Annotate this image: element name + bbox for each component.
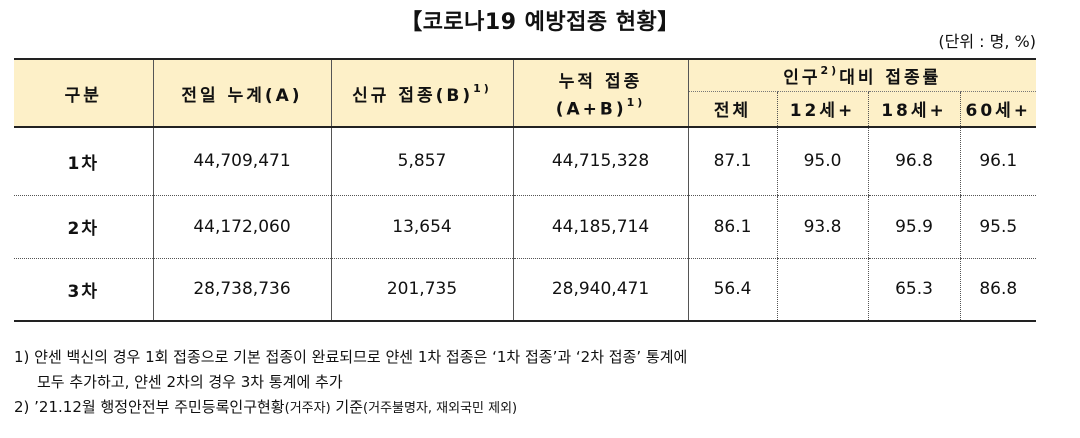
cell-new: 13,654 — [330, 195, 513, 259]
header-rate-18: 18세+ — [867, 90, 960, 128]
table-row: 1차 44,709,471 5,857 44,715,328 87.1 95.0… — [14, 127, 1037, 196]
cell-new: 201,735 — [330, 258, 513, 321]
header-rate-all: 전체 — [687, 90, 777, 128]
cell-rate-60: 96.1 — [959, 127, 1037, 196]
cell-prev: 44,709,471 — [152, 127, 331, 196]
cell-rate-12 — [776, 258, 868, 321]
table-row: 3차 28,738,736 201,735 28,940,471 56.4 65… — [14, 258, 1037, 321]
cell-prev: 28,738,736 — [152, 258, 331, 321]
footnote-1-line2: 모두 추가하고, 얀센 2차의 경우 3차 통계에 추가 — [37, 373, 343, 391]
header-new: 신규 접종(B)1) — [330, 58, 513, 128]
cell-prev: 44,172,060 — [152, 195, 331, 259]
cell-rate-all: 87.1 — [687, 127, 777, 196]
row-label: 1차 — [14, 127, 153, 196]
cell-rate-all: 86.1 — [687, 195, 777, 259]
header-rate-12: 12세+ — [776, 90, 868, 128]
header-rate-60: 60세+ — [959, 90, 1037, 128]
header-cumulative-footnote: 1) — [626, 95, 646, 109]
footnote-1-line1: 1) 얀센 백신의 경우 1회 접종으로 기본 접종이 완료되므로 얀센 1차 … — [14, 348, 688, 366]
header-rate-pre: 인구 — [783, 67, 821, 88]
footnotes: 1) 얀센 백신의 경우 1회 접종으로 기본 접종이 완료되므로 얀센 1차 … — [14, 345, 687, 421]
header-cumulative: 누적 접종 (A+B)1) — [512, 58, 688, 128]
unit-label: (단위 : 명, %) — [938, 32, 1036, 51]
row-label: 2차 — [14, 195, 153, 259]
cell-rate-60: 95.5 — [959, 195, 1037, 259]
footnote-2-small2: (거주불명자, 재외국민 제외) — [363, 401, 518, 416]
vaccination-table: 구분 전일 누계(A) 신규 접종(B)1) 누적 접종 (A+B)1) 인구2… — [14, 58, 1037, 322]
cell-rate-all: 56.4 — [687, 258, 777, 321]
header-category: 구분 — [14, 58, 153, 128]
header-cumulative-line2-wrap: (A+B)1) — [514, 95, 688, 120]
cell-cum: 44,715,328 — [512, 127, 688, 196]
row-label: 3차 — [67, 281, 99, 302]
header-cumulative-line1: 누적 접종 — [558, 71, 643, 92]
header-cumulative-line2: (A+B) — [555, 99, 627, 120]
cell-rate-60: 86.8 — [959, 258, 1037, 321]
cell-rate-18: 96.8 — [867, 127, 960, 196]
footnote-2-small1: (거주자) — [284, 401, 331, 416]
header-new-footnote: 1) — [473, 81, 492, 95]
header-prev-total: 전일 누계(A) — [152, 58, 331, 128]
cell-rate-12: 95.0 — [776, 127, 868, 196]
header-rate-footnote: 2) — [820, 64, 840, 78]
cell-cum: 28,940,471 — [512, 258, 688, 321]
cell-cum: 44,185,714 — [512, 195, 688, 259]
cell-rate-18: 95.9 — [867, 195, 960, 259]
footnote-2-mid: 기준 — [330, 398, 364, 416]
cell-rate-18: 65.3 — [867, 258, 960, 321]
header-rate-post: 대비 접종률 — [839, 67, 942, 88]
cell-new: 5,857 — [330, 127, 513, 196]
footnote-2: 2) ’21.12월 행정안전부 주민등록인구현황(거주자) 기준(거주불명자,… — [14, 395, 687, 421]
page-title: 【코로나19 예방접종 현황】 — [400, 10, 680, 35]
header-new-label: 신규 접종(B) — [352, 85, 474, 106]
footnote-2-main: 2) ’21.12월 행정안전부 주민등록인구현황 — [14, 398, 285, 416]
header-rate-group: 인구2)대비 접종률 — [687, 58, 1037, 91]
cell-rate-12: 93.8 — [776, 195, 868, 259]
table-row: 2차 44,172,060 13,654 44,185,714 86.1 93.… — [14, 195, 1037, 259]
